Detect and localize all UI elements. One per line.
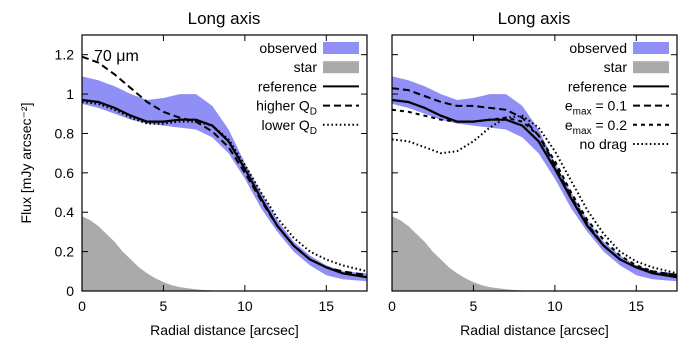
chart-panel-2: 0 5 10 15 Long axis Radial distance [arcsec] o…	[388, 9, 678, 338]
x-tick-label: 5	[470, 298, 478, 314]
legend-label: observed	[569, 40, 627, 56]
x-tick-label: 0	[78, 298, 86, 314]
series-line-2	[82, 55, 367, 277]
x-tick-label: 15	[628, 298, 644, 314]
chart-title: Long axis	[498, 9, 571, 28]
x-axis-label: Radial distance [arcsec]	[460, 322, 609, 338]
series-line-4	[392, 114, 677, 275]
x-tick-label: 10	[237, 298, 253, 314]
series-line-1	[82, 98, 367, 279]
band-star	[82, 216, 229, 291]
x-tick-label: 0	[388, 298, 396, 314]
series-line-2	[392, 87, 677, 277]
legend-label: lower QD	[262, 117, 317, 137]
legend-label: emax = 0.1	[565, 98, 627, 118]
legend-swatch-star	[323, 61, 359, 74]
plot-area	[82, 55, 367, 291]
legend-label: emax = 0.2	[565, 117, 627, 137]
y-tick-label: 0.8	[55, 125, 75, 141]
legend-label: no drag	[580, 136, 627, 152]
legend-label: star	[604, 59, 628, 75]
plot-frame	[391, 34, 678, 292]
band-observed	[392, 76, 677, 282]
x-tick-label: 10	[547, 298, 563, 314]
y-axis-label: Flux [mJy arcsec⁻²]	[18, 103, 34, 224]
band-star	[392, 216, 539, 291]
x-tick-label: 5	[160, 298, 168, 314]
y-tick-label: 0	[66, 283, 74, 299]
chart-panel-1: 0 5 10 15 0 0.2 0.4 0.6 0.8 1 1.2 Long axis Radial d…	[18, 9, 368, 338]
band-observed	[82, 76, 367, 282]
series-line-3	[82, 101, 367, 273]
legend-label: higher QD	[256, 98, 317, 118]
x-tick-label: 15	[318, 298, 334, 314]
y-tick-label: 0.6	[55, 165, 75, 181]
legend-label: reference	[258, 78, 317, 94]
y-tick-label: 1	[66, 86, 74, 102]
legend-swatch-observed	[633, 42, 669, 54]
plot-frame	[81, 34, 368, 292]
y-tick-label: 0.2	[55, 244, 75, 260]
legend-swatch-observed	[323, 42, 359, 54]
x-axis-label: Radial distance [arcsec]	[150, 322, 299, 338]
panel-annotation: 70 μm	[94, 48, 139, 65]
plot-area	[392, 76, 677, 291]
chart-title: Long axis	[188, 9, 261, 28]
legend-label: reference	[568, 78, 627, 94]
legend-label: star	[294, 59, 318, 75]
legend-swatch-star	[633, 61, 669, 74]
legend-label: observed	[259, 40, 317, 56]
y-tick-label: 1.2	[55, 47, 75, 63]
y-tick-label: 0.4	[55, 204, 75, 220]
